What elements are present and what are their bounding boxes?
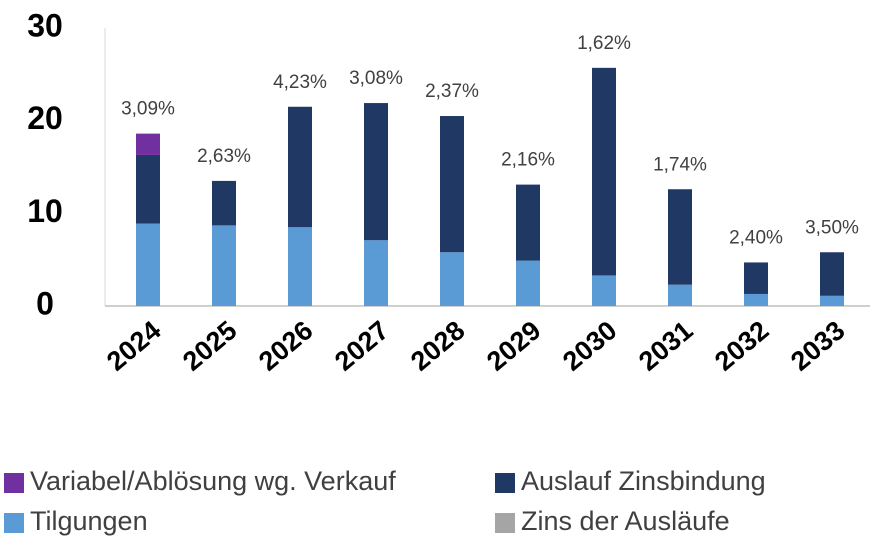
legend-label: Tilgungen	[30, 506, 148, 536]
bar-segment	[136, 154, 160, 224]
bar-segment	[744, 293, 768, 306]
legend-swatch	[4, 513, 24, 533]
data-label: 4,23%	[273, 72, 327, 93]
y-tick-label: 30	[27, 7, 63, 43]
bar-segment	[820, 252, 844, 296]
bar-segment	[440, 252, 464, 306]
y-tick-label: 0	[36, 285, 54, 321]
data-label: 3,09%	[121, 99, 175, 120]
bar-segment	[212, 180, 236, 226]
x-tick-label: 2028	[405, 315, 470, 377]
legend-label: Variabel/Ablösung wg. Verkauf	[30, 466, 396, 496]
x-tick-label: 2025	[177, 315, 242, 377]
bar-segment	[364, 240, 388, 306]
bar-segment	[212, 225, 236, 306]
x-tick-label: 2029	[481, 315, 546, 377]
x-tick-label: 2031	[633, 315, 698, 377]
legend-swatch	[4, 473, 24, 493]
data-label: 2,63%	[197, 146, 251, 167]
data-label: 3,50%	[805, 217, 859, 238]
bar-segment	[744, 262, 768, 294]
bar-segment	[288, 106, 312, 228]
x-tick-label: 2026	[253, 315, 318, 377]
y-tick-label: 20	[27, 100, 63, 136]
x-tick-label: 2030	[557, 315, 622, 377]
x-tick-label: 2032	[709, 315, 774, 377]
data-label: 1,74%	[653, 154, 707, 175]
data-label: 3,08%	[349, 68, 403, 89]
legend-swatch	[495, 513, 515, 533]
legend-label: Auslauf Zinsbindung	[521, 466, 766, 496]
bar-segment	[516, 184, 540, 261]
x-tick-label: 2033	[785, 315, 850, 377]
data-label: 2,16%	[501, 150, 555, 171]
legend-swatch	[495, 473, 515, 493]
data-label: 2,40%	[729, 227, 783, 248]
bar-segment	[592, 67, 616, 276]
bar-segment	[136, 133, 160, 155]
bar-segment	[364, 103, 388, 241]
data-label: 2,37%	[425, 81, 479, 102]
bar-segment	[820, 295, 844, 306]
legend-label: Zins der Ausläufe	[521, 506, 730, 536]
bar-segment	[136, 223, 160, 306]
y-tick-label: 10	[27, 193, 63, 229]
bar-segment	[668, 189, 692, 285]
x-tick-label: 2027	[329, 315, 394, 377]
data-label: 1,62%	[577, 33, 631, 54]
bar-segment	[516, 260, 540, 306]
bar-segment	[668, 284, 692, 306]
bar-segment	[592, 275, 616, 306]
bar-segment	[288, 227, 312, 306]
x-tick-label: 2024	[101, 315, 166, 377]
bar-segment	[440, 116, 464, 253]
